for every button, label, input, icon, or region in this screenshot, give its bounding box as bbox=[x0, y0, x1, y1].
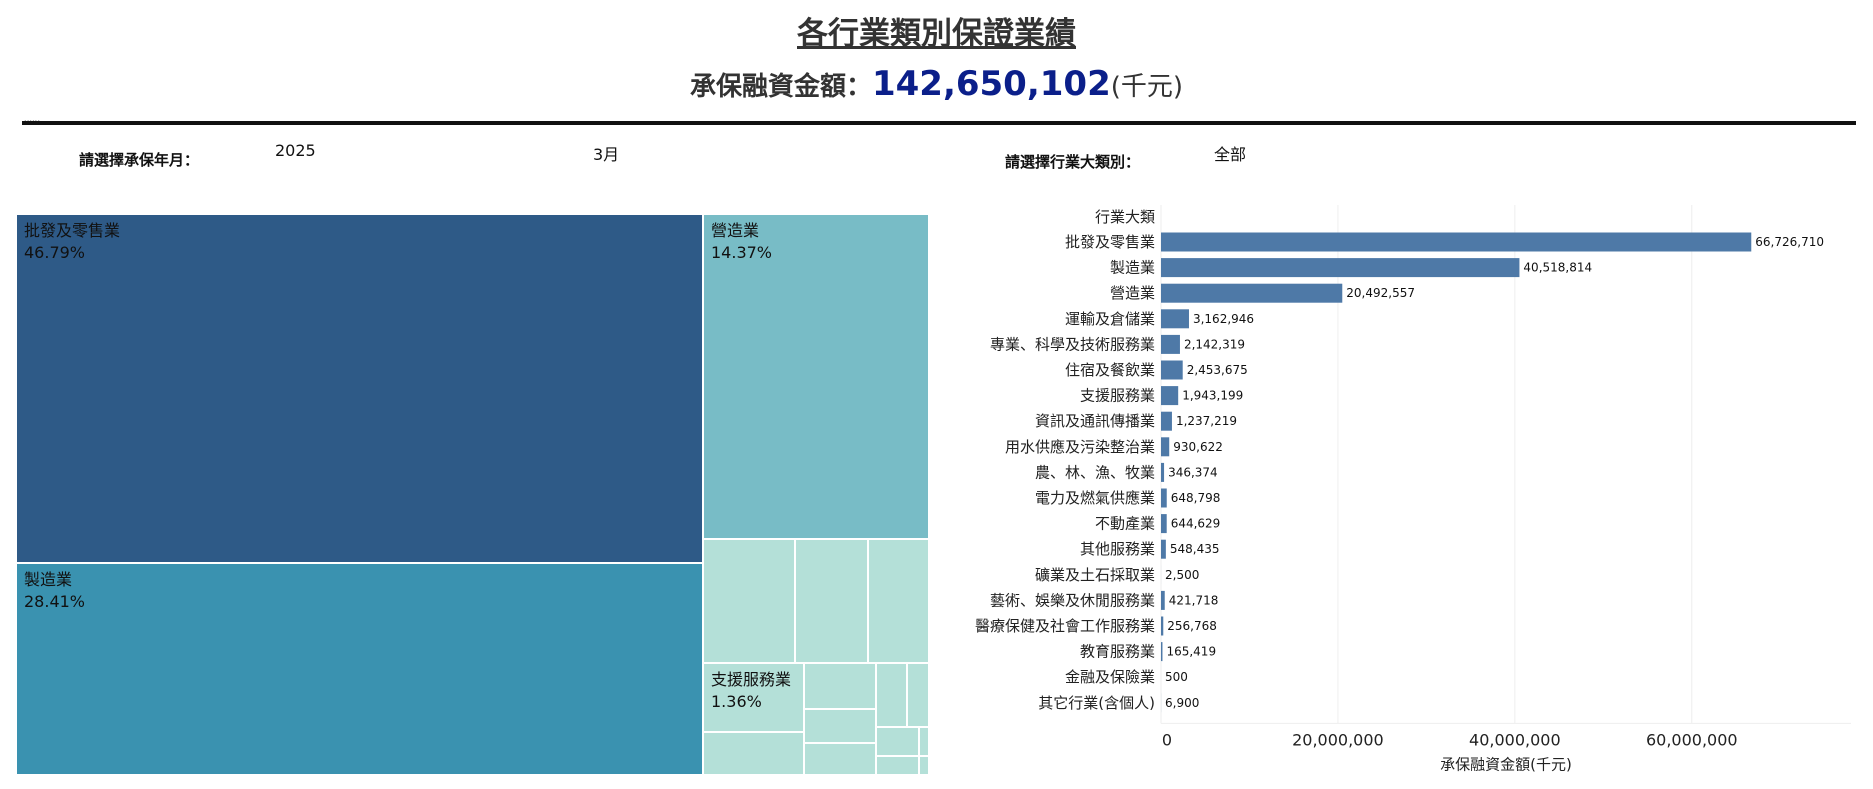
bar-value-label: 165,419 bbox=[1166, 645, 1216, 659]
bar[interactable] bbox=[1161, 360, 1183, 380]
treemap-tile-small[interactable] bbox=[795, 539, 868, 663]
x-tick-label: 40,000,000 bbox=[1469, 730, 1561, 749]
bar-value-label: 421,718 bbox=[1169, 593, 1219, 607]
bar[interactable] bbox=[1161, 539, 1166, 559]
bar-value-label: 930,622 bbox=[1173, 440, 1223, 454]
bar[interactable] bbox=[1161, 437, 1170, 457]
treemap-tile-wholesale-retail[interactable]: 批發及零售業 46.79% bbox=[16, 214, 703, 563]
bar-value-label: 6,900 bbox=[1165, 696, 1199, 710]
category-label: 運輸及倉儲業 bbox=[1065, 310, 1155, 328]
treemap-tile-small[interactable] bbox=[876, 756, 919, 775]
category-label: 電力及燃氣供應業 bbox=[1035, 489, 1155, 507]
bar[interactable] bbox=[1161, 258, 1520, 278]
bar-value-label: 648,798 bbox=[1171, 491, 1221, 505]
treemap-tile-small[interactable] bbox=[804, 709, 876, 743]
category-label: 資訊及通訊傳播業 bbox=[1035, 412, 1155, 430]
bar-value-label: 3,162,946 bbox=[1193, 312, 1254, 326]
bar[interactable] bbox=[1161, 309, 1189, 329]
treemap-tile-construction[interactable]: 營造業 14.37% bbox=[703, 214, 929, 539]
bar-value-label: 2,453,675 bbox=[1187, 363, 1248, 377]
bar-value-label: 548,435 bbox=[1170, 542, 1220, 556]
bar-value-label: 500 bbox=[1165, 670, 1188, 684]
category-label: 製造業 bbox=[1110, 259, 1155, 277]
bar[interactable] bbox=[1161, 642, 1163, 662]
category-label: 醫療保健及社會工作服務業 bbox=[975, 617, 1155, 635]
month-select[interactable]: 3月 bbox=[593, 145, 620, 164]
bar-value-label: 1,943,199 bbox=[1182, 389, 1243, 403]
x-tick-label: 0 bbox=[1162, 730, 1172, 749]
category-label: 其他服務業 bbox=[1080, 540, 1155, 558]
bar[interactable] bbox=[1161, 514, 1167, 534]
category-label: 不動產業 bbox=[1095, 515, 1155, 533]
bar[interactable] bbox=[1161, 590, 1165, 610]
treemap-tile-small[interactable] bbox=[919, 756, 929, 775]
bar-value-label: 2,142,319 bbox=[1184, 337, 1245, 351]
treemap-tile-label: 營造業 14.37% bbox=[711, 221, 773, 262]
bar[interactable] bbox=[1161, 334, 1180, 354]
treemap-tile-label: 製造業 28.41% bbox=[24, 570, 86, 611]
treemap-tile-label: 批發及零售業 46.79% bbox=[24, 221, 121, 262]
bar[interactable] bbox=[1161, 386, 1179, 406]
category-label: 營造業 bbox=[1110, 284, 1155, 302]
amount-summary: 承保融資金額：142,650,102(千元) bbox=[0, 64, 1873, 104]
x-tick-label: 20,000,000 bbox=[1292, 730, 1384, 749]
treemap-tile-small[interactable] bbox=[703, 732, 804, 775]
treemap-tile-manufacturing[interactable]: 製造業 28.41% bbox=[16, 563, 703, 775]
category-label: 教育服務業 bbox=[1080, 643, 1155, 661]
category-label: 用水供應及污染整治業 bbox=[1005, 438, 1155, 456]
treemap-tile-label: 支援服務業 1.36% bbox=[711, 670, 792, 711]
bar[interactable] bbox=[1161, 411, 1172, 431]
industry-select[interactable]: 全部 bbox=[1214, 145, 1247, 164]
category-label: 金融及保險業 bbox=[1065, 668, 1155, 686]
bar-value-label: 346,374 bbox=[1168, 465, 1218, 479]
category-label: 批發及零售業 bbox=[1065, 233, 1155, 251]
bar-value-label: 20,492,557 bbox=[1346, 286, 1415, 300]
industry-treemap: 批發及零售業 46.79% 營造業 14.37% 製造業 28.41% 支援服務業 1.… bbox=[16, 214, 929, 775]
category-label: 專業、科學及技術服務業 bbox=[990, 335, 1155, 353]
category-label: 支援服務業 bbox=[1080, 387, 1155, 405]
treemap-tile-small[interactable] bbox=[876, 727, 919, 756]
category-label: 礦業及土石採取業 bbox=[1035, 566, 1155, 584]
bar[interactable] bbox=[1161, 283, 1343, 303]
page-title: 各行業類別保證業績 bbox=[797, 16, 1076, 52]
amount-value: 142,650,102 bbox=[871, 64, 1111, 104]
industry-filter-label: 請選擇行業大類別： bbox=[1005, 153, 1141, 171]
x-tick-label: 60,000,000 bbox=[1646, 730, 1738, 749]
category-label: 藝術、娛樂及休閒服務業 bbox=[990, 591, 1155, 609]
category-label: 農、林、漁、牧業 bbox=[1035, 463, 1155, 481]
amount-unit: (千元) bbox=[1110, 72, 1184, 102]
treemap-tile-small[interactable] bbox=[703, 539, 795, 663]
period-filter-label: 請選擇承保年月： bbox=[79, 151, 200, 169]
bar-value-label: 40,518,814 bbox=[1523, 261, 1592, 275]
treemap-tile-support-services[interactable]: 支援服務業 1.36% bbox=[703, 663, 804, 732]
treemap-tile-small[interactable] bbox=[804, 663, 876, 709]
year-select[interactable]: 2025 bbox=[275, 141, 316, 160]
treemap-tile-small[interactable] bbox=[907, 663, 929, 727]
bar[interactable] bbox=[1161, 232, 1752, 252]
bar-value-label: 2,500 bbox=[1165, 568, 1199, 582]
treemap-tile-small[interactable] bbox=[876, 663, 907, 727]
category-label: 住宿及餐飲業 bbox=[1065, 361, 1155, 379]
category-label: 其它行業(含個人) bbox=[1038, 694, 1155, 712]
amount-label: 承保融資金額： bbox=[689, 72, 872, 102]
treemap-tile-small[interactable] bbox=[919, 727, 929, 756]
chart-header-label: 行業大類 bbox=[1095, 208, 1155, 226]
bar[interactable] bbox=[1161, 488, 1167, 508]
divider bbox=[22, 121, 1856, 125]
bar[interactable] bbox=[1161, 616, 1164, 636]
treemap-tile-small[interactable] bbox=[868, 539, 929, 663]
x-axis-title: 承保融資金額(千元) bbox=[1440, 755, 1572, 773]
bar-value-label: 644,629 bbox=[1171, 517, 1221, 531]
bar[interactable] bbox=[1161, 462, 1165, 482]
bar-value-label: 1,237,219 bbox=[1176, 414, 1237, 428]
bar-value-label: 66,726,710 bbox=[1755, 235, 1824, 249]
bar-value-label: 256,768 bbox=[1167, 619, 1217, 633]
treemap-tile-small[interactable] bbox=[804, 743, 876, 775]
